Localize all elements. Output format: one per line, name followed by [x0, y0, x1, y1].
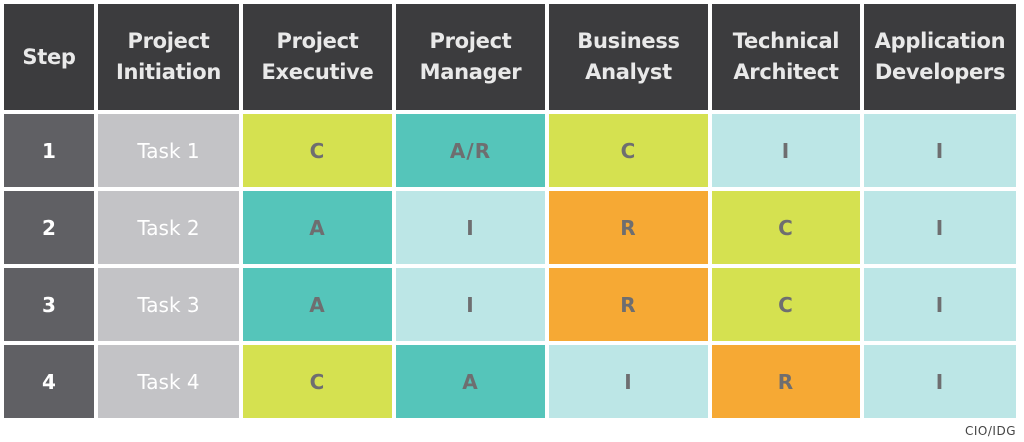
- raci-cell: C: [712, 268, 860, 341]
- header-project-manager: Project Manager: [396, 4, 545, 110]
- step-number: 4: [4, 345, 94, 418]
- raci-cell: A: [243, 268, 392, 341]
- task-label: Task 4: [98, 345, 239, 418]
- header-project-initiation: Project Initiation: [98, 4, 239, 110]
- raci-cell: I: [549, 345, 708, 418]
- raci-cell: I: [864, 345, 1016, 418]
- raci-cell: C: [243, 114, 392, 187]
- header-technical-architect: Technical Architect: [712, 4, 860, 110]
- raci-cell: C: [712, 191, 860, 264]
- raci-cell: C: [549, 114, 708, 187]
- header-application-developers: Application Developers: [864, 4, 1016, 110]
- header-business-analyst: Business Analyst: [549, 4, 708, 110]
- step-number: 1: [4, 114, 94, 187]
- step-number: 2: [4, 191, 94, 264]
- raci-cell: A: [243, 191, 392, 264]
- raci-cell: A: [396, 345, 545, 418]
- raci-cell: R: [549, 191, 708, 264]
- task-label: Task 3: [98, 268, 239, 341]
- header-step: Step: [4, 4, 94, 110]
- raci-cell: I: [396, 191, 545, 264]
- raci-cell: I: [712, 114, 860, 187]
- raci-cell: I: [864, 114, 1016, 187]
- step-number: 3: [4, 268, 94, 341]
- raci-cell: I: [864, 268, 1016, 341]
- raci-matrix: Step Project Initiation Project Executiv…: [4, 4, 1016, 418]
- raci-cell: R: [712, 345, 860, 418]
- raci-cell: I: [864, 191, 1016, 264]
- image-credit: CIO/IDG: [965, 424, 1016, 438]
- raci-cell: I: [396, 268, 545, 341]
- raci-cell: A/R: [396, 114, 545, 187]
- header-project-executive: Project Executive: [243, 4, 392, 110]
- raci-cell: R: [549, 268, 708, 341]
- raci-cell: C: [243, 345, 392, 418]
- task-label: Task 1: [98, 114, 239, 187]
- task-label: Task 2: [98, 191, 239, 264]
